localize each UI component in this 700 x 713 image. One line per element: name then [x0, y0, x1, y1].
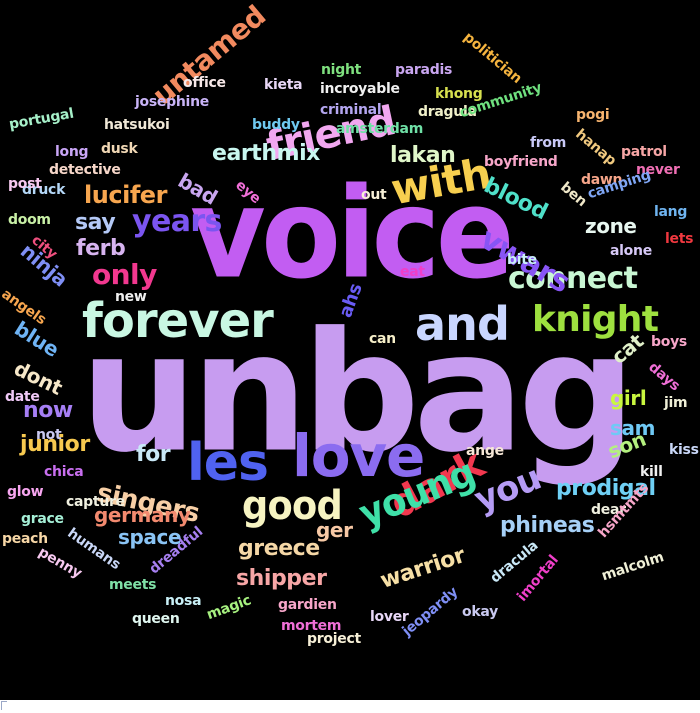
- cloud-word-boys: boys: [651, 334, 687, 350]
- cloud-word-days: days: [645, 359, 683, 395]
- cloud-word-kill: kill: [640, 464, 663, 480]
- cloud-word-voice: voice: [190, 161, 515, 307]
- cloud-word-ger: ger: [316, 518, 353, 542]
- cloud-word-love: love: [292, 422, 425, 490]
- cloud-word-capture: capture: [66, 494, 125, 510]
- cloud-word-earthmix: earthmix: [212, 141, 320, 166]
- corner-bracket-icon: [1, 701, 7, 710]
- cloud-word-new: new: [115, 289, 147, 305]
- cloud-word-junior: junior: [20, 432, 90, 457]
- cloud-word-zone: zone: [585, 214, 637, 238]
- cloud-word-jeopardy: jeopardy: [399, 584, 462, 640]
- cloud-word-lets: lets: [665, 231, 694, 247]
- cloud-word-from: from: [530, 135, 567, 151]
- cloud-word-peach: peach: [2, 531, 48, 547]
- cloud-word-project: project: [307, 631, 361, 647]
- cloud-word-girl: girl: [610, 386, 647, 410]
- cloud-word-forever: forever: [82, 293, 274, 349]
- cloud-word-alone: alone: [610, 243, 652, 259]
- cloud-word-lucifer: lucifer: [84, 181, 167, 209]
- cloud-word-now: now: [23, 398, 73, 423]
- cloud-word-good: good: [242, 483, 343, 529]
- cloud-word-prodigal: prodigal: [556, 476, 656, 501]
- cloud-word-portugal: portugal: [7, 105, 75, 133]
- cloud-word-dragula: dragula: [418, 104, 477, 120]
- cloud-word-penny: penny: [35, 544, 85, 582]
- cloud-word-dear: dear: [591, 502, 626, 518]
- cloud-word-germany: germany: [94, 503, 191, 527]
- cloud-word-amsterdam: amsterdam: [336, 121, 423, 137]
- cloud-word-les: les: [187, 433, 269, 493]
- cloud-word-josephine: josephine: [135, 94, 209, 110]
- cloud-word-gardien: gardien: [278, 597, 337, 613]
- cloud-word-kiss: kiss: [669, 442, 699, 458]
- cloud-word-meets: meets: [109, 577, 157, 593]
- cloud-word-criminal: criminal: [320, 102, 382, 118]
- cloud-word-dusk: dusk: [101, 141, 138, 157]
- cloud-word-kieta: kieta: [264, 77, 303, 93]
- cloud-word-only: only: [92, 258, 157, 291]
- cloud-word-mortem: mortem: [281, 618, 342, 634]
- cloud-word-nosa: nosa: [165, 593, 202, 609]
- cloud-word-office: office: [183, 75, 226, 91]
- cloud-word-say: say: [75, 210, 116, 235]
- cloud-word-incroyable: incroyable: [320, 81, 400, 97]
- cloud-word-chica: chica: [44, 464, 84, 480]
- cloud-word-ange: ange: [466, 443, 504, 459]
- cloud-word-date: date: [5, 389, 40, 405]
- window-corner: [0, 700, 10, 713]
- cloud-word-paradis: paradis: [395, 62, 453, 78]
- cloud-word-unbag: unbag: [80, 296, 636, 489]
- cloud-word-jim: jim: [664, 395, 688, 411]
- cloud-word-doom: doom: [8, 212, 51, 228]
- cloud-word-okay: okay: [462, 604, 498, 620]
- cloud-word-sam: sam: [610, 416, 656, 440]
- cloud-word-night: night: [321, 62, 362, 78]
- cloud-word-detective: detective: [49, 162, 121, 178]
- cloud-word-never: never: [636, 162, 680, 178]
- cloud-word-pogi: pogi: [576, 107, 610, 123]
- cloud-word-hatsukoi: hatsukoi: [104, 117, 170, 133]
- cloud-word-years: years: [132, 204, 222, 239]
- cloud-word-for: for: [136, 442, 171, 467]
- cloud-word-bite: bite: [507, 252, 537, 268]
- cloud-word-druck: druck: [22, 182, 66, 198]
- cloud-word-lang: lang: [654, 204, 688, 220]
- cloud-word-space: space: [118, 525, 182, 549]
- cloud-word-and: and: [415, 297, 510, 351]
- cloud-word-patrol: patrol: [621, 144, 667, 160]
- cloud-word-warrior: warrior: [377, 543, 469, 594]
- cloud-word-phineas: phineas: [500, 513, 595, 538]
- cloud-word-knight: knight: [532, 299, 659, 340]
- cloud-word-hanap: hanap: [572, 126, 619, 169]
- cloud-word-khong: khong: [435, 86, 483, 102]
- cloud-word-post: post: [8, 176, 42, 192]
- cloud-word-eat: eat: [400, 264, 425, 280]
- cloud-word-dawn: dawn: [581, 172, 623, 188]
- cloud-word-shipper: shipper: [236, 566, 327, 591]
- cloud-word-buddy: buddy: [252, 117, 300, 133]
- cloud-word-glow: glow: [7, 484, 44, 500]
- cloud-word-long: long: [55, 144, 89, 160]
- cloud-word-lover: lover: [370, 609, 409, 625]
- cloud-word-greece: greece: [238, 536, 320, 561]
- cloud-word-queen: queen: [132, 611, 180, 627]
- cloud-word-magic: magic: [204, 592, 254, 624]
- cloud-word-politician: politician: [460, 29, 525, 87]
- cloud-word-grace: grace: [21, 511, 64, 527]
- cloud-word-boyfriend: boyfriend: [484, 154, 558, 170]
- cloud-word-lakan: lakan: [390, 143, 456, 168]
- cloud-word-can: can: [369, 331, 396, 347]
- cloud-word-connect: connect: [508, 261, 638, 296]
- cloud-word-malcolm: malcolm: [599, 549, 666, 585]
- cloud-word-not: not: [36, 427, 62, 443]
- cloud-word-ferb: ferb: [76, 236, 126, 261]
- cloud-word-out: out: [361, 187, 387, 203]
